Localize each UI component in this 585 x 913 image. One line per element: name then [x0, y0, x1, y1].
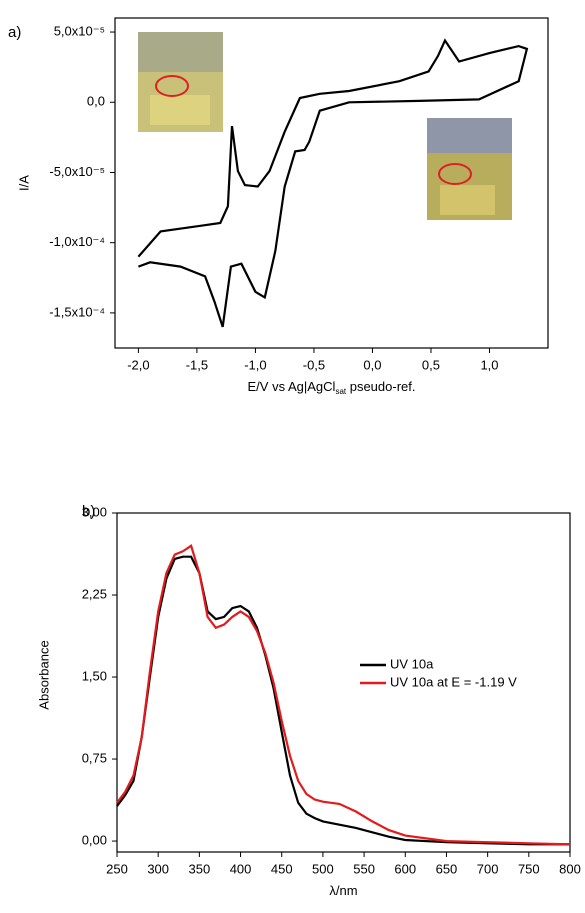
y-tick-label: 0,75: [82, 750, 107, 765]
x-axis-label: λ/nm: [329, 883, 357, 898]
x-tick-label: 0,5: [422, 357, 440, 372]
x-tick-label: 800: [559, 861, 581, 876]
x-tick-label: 750: [518, 861, 540, 876]
x-tick-label: 650: [436, 861, 458, 876]
panel-label: a): [8, 24, 21, 41]
x-axis-label-part: λ/nm: [329, 883, 357, 898]
y-tick-label: 5,0x10⁻⁵: [54, 23, 105, 38]
x-axis-label: E/V vs Ag|AgClsat pseudo-ref.: [248, 379, 416, 396]
y-tick-label: 3,00: [82, 504, 107, 519]
x-tick-label: 400: [230, 861, 252, 876]
legend-label: UV 10a: [390, 656, 434, 671]
plot-frame: [116, 512, 571, 853]
y-tick-label: 0,0: [87, 94, 105, 109]
data-line: [116, 544, 571, 846]
x-tick-label: 350: [189, 861, 211, 876]
legend-label: UV 10a at E = -1.19 V: [390, 674, 517, 689]
x-tick-label: 600: [394, 861, 416, 876]
x-tick-label: -0,5: [303, 357, 325, 372]
y-axis-label: Absorbance: [36, 640, 51, 709]
x-tick-label: 450: [271, 861, 293, 876]
data-line: [137, 38, 529, 328]
panel-label: b): [82, 503, 95, 520]
x-tick-label: 0,0: [363, 357, 381, 372]
x-tick-label: 300: [147, 861, 169, 876]
x-axis-label-part: pseudo-ref.: [346, 379, 415, 394]
x-tick-label: 550: [353, 861, 375, 876]
x-tick-label: 500: [312, 861, 334, 876]
x-tick-label: 250: [106, 861, 128, 876]
plot-frame: [114, 17, 549, 349]
y-tick-label: 2,25: [82, 586, 107, 601]
x-tick-label: 700: [477, 861, 499, 876]
x-tick-label: -1,5: [186, 357, 208, 372]
data-line: [116, 555, 570, 846]
x-axis-label-part: sat: [335, 387, 346, 396]
inset-photo: [138, 32, 223, 132]
y-tick-label: -1,0x10⁻⁴: [49, 234, 105, 249]
x-axis-label-part: E/V vs Ag|AgCl: [248, 379, 336, 394]
y-tick-label: 1,50: [82, 668, 107, 683]
x-tick-label: -1,0: [244, 357, 266, 372]
x-tick-label: -2,0: [127, 357, 149, 372]
y-tick-label: -1,5x10⁻⁴: [49, 304, 105, 319]
y-axis-label: I/A: [16, 175, 31, 191]
x-tick-label: 1,0: [480, 357, 498, 372]
inset-photo: [427, 118, 512, 220]
y-tick-label: -5,0x10⁻⁵: [49, 164, 105, 179]
y-tick-label: 0,00: [82, 833, 107, 848]
